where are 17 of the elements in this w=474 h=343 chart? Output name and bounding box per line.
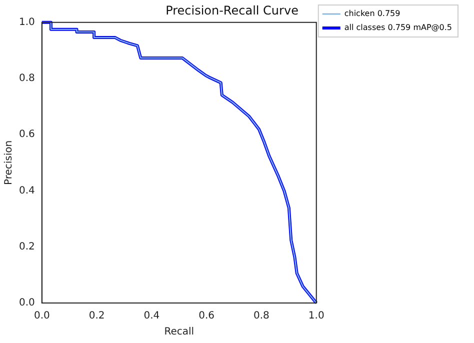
x-tick-label: 1.0 — [308, 310, 324, 322]
x-tick-label: 0.4 — [144, 310, 160, 322]
chart-title: Precision-Recall Curve — [166, 3, 298, 18]
y-tick-label: 0.6 — [18, 129, 35, 140]
y-tick-label: 0.0 — [18, 298, 35, 309]
legend-label: chicken 0.759 — [344, 9, 400, 18]
legend-label: all classes 0.759 mAP@0.5 — [344, 23, 452, 32]
x-tick-label: 0.2 — [88, 310, 105, 322]
x-tick-label: 0.0 — [34, 310, 50, 322]
x-tick-label: 0.6 — [198, 310, 215, 322]
x-axis-title: Recall — [164, 326, 194, 338]
y-axis-title: Precision — [4, 140, 15, 186]
y-tick-label: 0.8 — [18, 73, 35, 84]
y-tick-label: 0.4 — [18, 185, 35, 196]
x-tick-label: 0.8 — [254, 310, 270, 322]
y-tick-label: 0.2 — [18, 241, 35, 252]
y-tick-label: 1.0 — [18, 16, 35, 28]
